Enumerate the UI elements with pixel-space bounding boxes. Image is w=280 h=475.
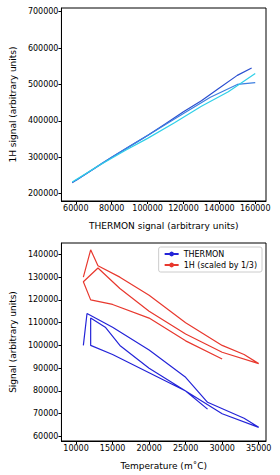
svg-text:1H (scaled by 1/3): 1H (scaled by 1/3) <box>184 261 257 270</box>
svg-text:140000: 140000 <box>28 250 59 259</box>
svg-text:80000: 80000 <box>99 204 124 213</box>
svg-text:60000: 60000 <box>33 432 58 441</box>
svg-text:120000: 120000 <box>28 295 59 304</box>
svg-text:20000: 20000 <box>136 444 161 453</box>
svg-text:700000: 700000 <box>28 7 59 16</box>
svg-text:300000: 300000 <box>28 153 59 162</box>
svg-text:Signal (arbitrary units): Signal (arbitrary units) <box>8 291 18 393</box>
svg-text:1H signal (arbitrary units): 1H signal (arbitrary units) <box>8 46 18 162</box>
svg-text:60000: 60000 <box>63 204 88 213</box>
svg-text:400000: 400000 <box>28 116 59 125</box>
svg-text:130000: 130000 <box>28 273 59 282</box>
svg-text:600000: 600000 <box>28 44 59 53</box>
svg-text:15000: 15000 <box>100 444 125 453</box>
svg-text:30000: 30000 <box>209 444 234 453</box>
svg-text:THERMON signal (arbitrary unit: THERMON signal (arbitrary units) <box>88 221 238 231</box>
svg-text:160000: 160000 <box>240 204 271 213</box>
svg-text:90000: 90000 <box>33 364 58 373</box>
svg-text:500000: 500000 <box>28 80 59 89</box>
svg-text:120000: 120000 <box>168 204 199 213</box>
svg-text:100000: 100000 <box>132 204 163 213</box>
svg-text:Temperature (m˚C): Temperature (m˚C) <box>119 461 206 471</box>
svg-text:25000: 25000 <box>173 444 198 453</box>
svg-text:140000: 140000 <box>204 204 235 213</box>
svg-text:10000: 10000 <box>63 444 88 453</box>
svg-text:THERMON: THERMON <box>183 250 225 259</box>
svg-text:100000: 100000 <box>28 341 59 350</box>
svg-text:110000: 110000 <box>28 318 59 327</box>
svg-text:80000: 80000 <box>33 386 58 395</box>
svg-text:35000: 35000 <box>246 444 271 453</box>
svg-text:200000: 200000 <box>28 189 59 198</box>
svg-text:70000: 70000 <box>33 409 58 418</box>
